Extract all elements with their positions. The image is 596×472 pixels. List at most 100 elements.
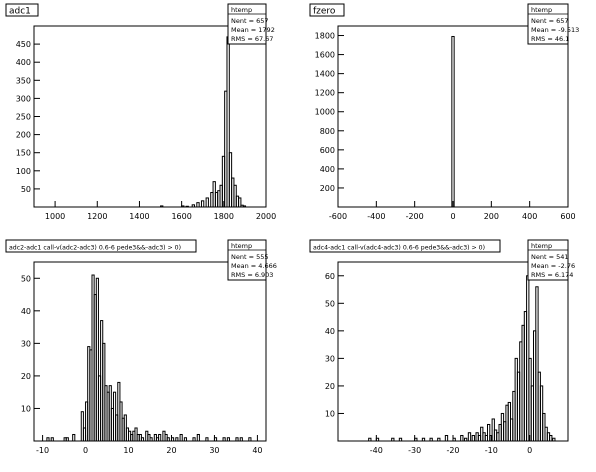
stats-entries: Nent = 657 [231, 17, 269, 25]
y-tick-label: 30 [325, 354, 335, 363]
x-tick-label: 0 [450, 212, 455, 221]
x-tick-label: -40 [370, 446, 383, 455]
histogram-bin [222, 437, 226, 442]
histogram-bin [471, 434, 475, 442]
y-tick-label: 10 [325, 409, 335, 418]
y-tick-label: 20 [325, 382, 335, 391]
y-tick-label: 300 [16, 94, 31, 103]
histogram-bin [158, 433, 162, 442]
histogram-bin [549, 434, 553, 442]
histogram-bin [239, 437, 243, 442]
x-tick-label: -10 [485, 446, 498, 455]
y-tick-label: 40 [21, 307, 31, 316]
histogram-4: -40 -30 -20 -10 0 10 20 30 40 50 60 adc4-adc1 call-… [309, 239, 575, 455]
stats-header: htemp [531, 6, 552, 14]
histogram-bin [451, 35, 455, 208]
histogram-bin [196, 433, 200, 442]
y-tick-label: 350 [16, 76, 31, 85]
stats-rms: RMS = 6.174 [531, 271, 573, 279]
y-tick-label: 800 [320, 127, 335, 136]
plot-frame [337, 25, 569, 208]
histogram-bin [391, 437, 395, 442]
histogram-bin [95, 277, 99, 442]
y-tick-label: 200 [16, 131, 31, 140]
stats-rms: RMS = 67.67 [231, 35, 273, 43]
histogram-bin [175, 437, 179, 442]
x-tick-label: -400 [367, 212, 385, 221]
histogram-bin [437, 437, 441, 442]
x-tick-label: 2000 [256, 212, 276, 221]
stats-entries: Nent = 657 [531, 17, 569, 25]
y-tick-label: 1600 [315, 51, 335, 60]
stats-mean: Mean = 4.666 [231, 262, 277, 270]
histogram-2: -600 -400 -200 0 200 400 600 200 400 600 800 1000 12… [309, 3, 579, 221]
stats-header: htemp [531, 242, 552, 250]
histogram-1: 1000 1200 1400 1600 1800 2000 50 100 150 200 250 30… [5, 3, 276, 221]
histogram-bin [238, 197, 242, 208]
x-tick-label: 1800 [214, 212, 234, 221]
histogram-bin [183, 437, 188, 442]
y-tick-label: 100 [16, 167, 31, 176]
histogram-bin [226, 437, 230, 442]
histogram-bin [535, 286, 539, 442]
histogram-bin [196, 202, 200, 208]
x-tick-label: 1600 [171, 212, 191, 221]
stats-box [527, 3, 569, 45]
x-tick-label: -20 [446, 446, 459, 455]
y-tick-label: 10 [21, 404, 31, 413]
x-tick-label: 0 [83, 446, 88, 455]
histogram-bin [235, 437, 239, 442]
histogram-bin [429, 437, 433, 442]
histogram-bin [65, 437, 69, 442]
chart-title: adc4-adc1 call-v(adc4-adc3) 0.6-6 pede3&… [313, 245, 485, 252]
x-tick-label: 30 [209, 446, 219, 455]
y-tick-label: 20 [21, 372, 31, 381]
chart-title-box [309, 239, 501, 253]
y-tick-label: 50 [325, 299, 335, 308]
stats-rms: RMS = 6.903 [231, 271, 273, 279]
stats-mean: Mean = -2.76 [531, 262, 575, 270]
stats-entries: Nent = 555 [231, 253, 269, 261]
y-tick-label: 400 [320, 165, 335, 174]
histogram-bin [248, 437, 252, 442]
chart-title-box [5, 3, 39, 17]
y-tick-label: 600 [320, 146, 335, 155]
histogram-bin [205, 197, 209, 208]
x-tick-label: -10 [36, 446, 49, 455]
chart-title-box [5, 239, 197, 253]
stats-box [527, 239, 569, 281]
histogram-bin [160, 205, 164, 208]
x-tick-label: 200 [484, 212, 499, 221]
histogram-bin [200, 200, 205, 208]
histogram-bin [368, 437, 372, 442]
y-tick-label: 150 [16, 149, 31, 158]
stats-entries: Nent = 541 [531, 253, 569, 261]
plot-frame [33, 261, 267, 442]
x-tick-label: -200 [406, 212, 424, 221]
stats-mean: Mean = -9.513 [531, 26, 579, 34]
histogram-bin [192, 437, 196, 442]
stats-box [227, 239, 267, 281]
histogram-bin [185, 205, 189, 208]
histogram-bin [421, 437, 426, 442]
histogram-bin [50, 437, 54, 442]
histogram-bin [140, 437, 145, 442]
histogram-bin [205, 437, 209, 442]
stats-header: htemp [231, 242, 252, 250]
y-tick-label: 250 [16, 113, 31, 122]
x-tick-label: 1000 [45, 212, 65, 221]
histogram-bin [460, 434, 464, 442]
histogram-bin [552, 437, 556, 442]
x-tick-label: 1400 [129, 212, 149, 221]
y-tick-label: 450 [16, 40, 31, 49]
y-tick-label: 1200 [315, 89, 335, 98]
y-tick-label: 30 [21, 339, 31, 348]
histogram-bin [46, 437, 50, 442]
x-tick-label: 0 [527, 446, 532, 455]
histogram-bin [444, 434, 449, 442]
chart-title: fzero [313, 7, 336, 17]
y-tick-label: 1400 [315, 70, 335, 79]
y-tick-label: 400 [16, 58, 31, 67]
x-tick-label: 1200 [87, 212, 107, 221]
